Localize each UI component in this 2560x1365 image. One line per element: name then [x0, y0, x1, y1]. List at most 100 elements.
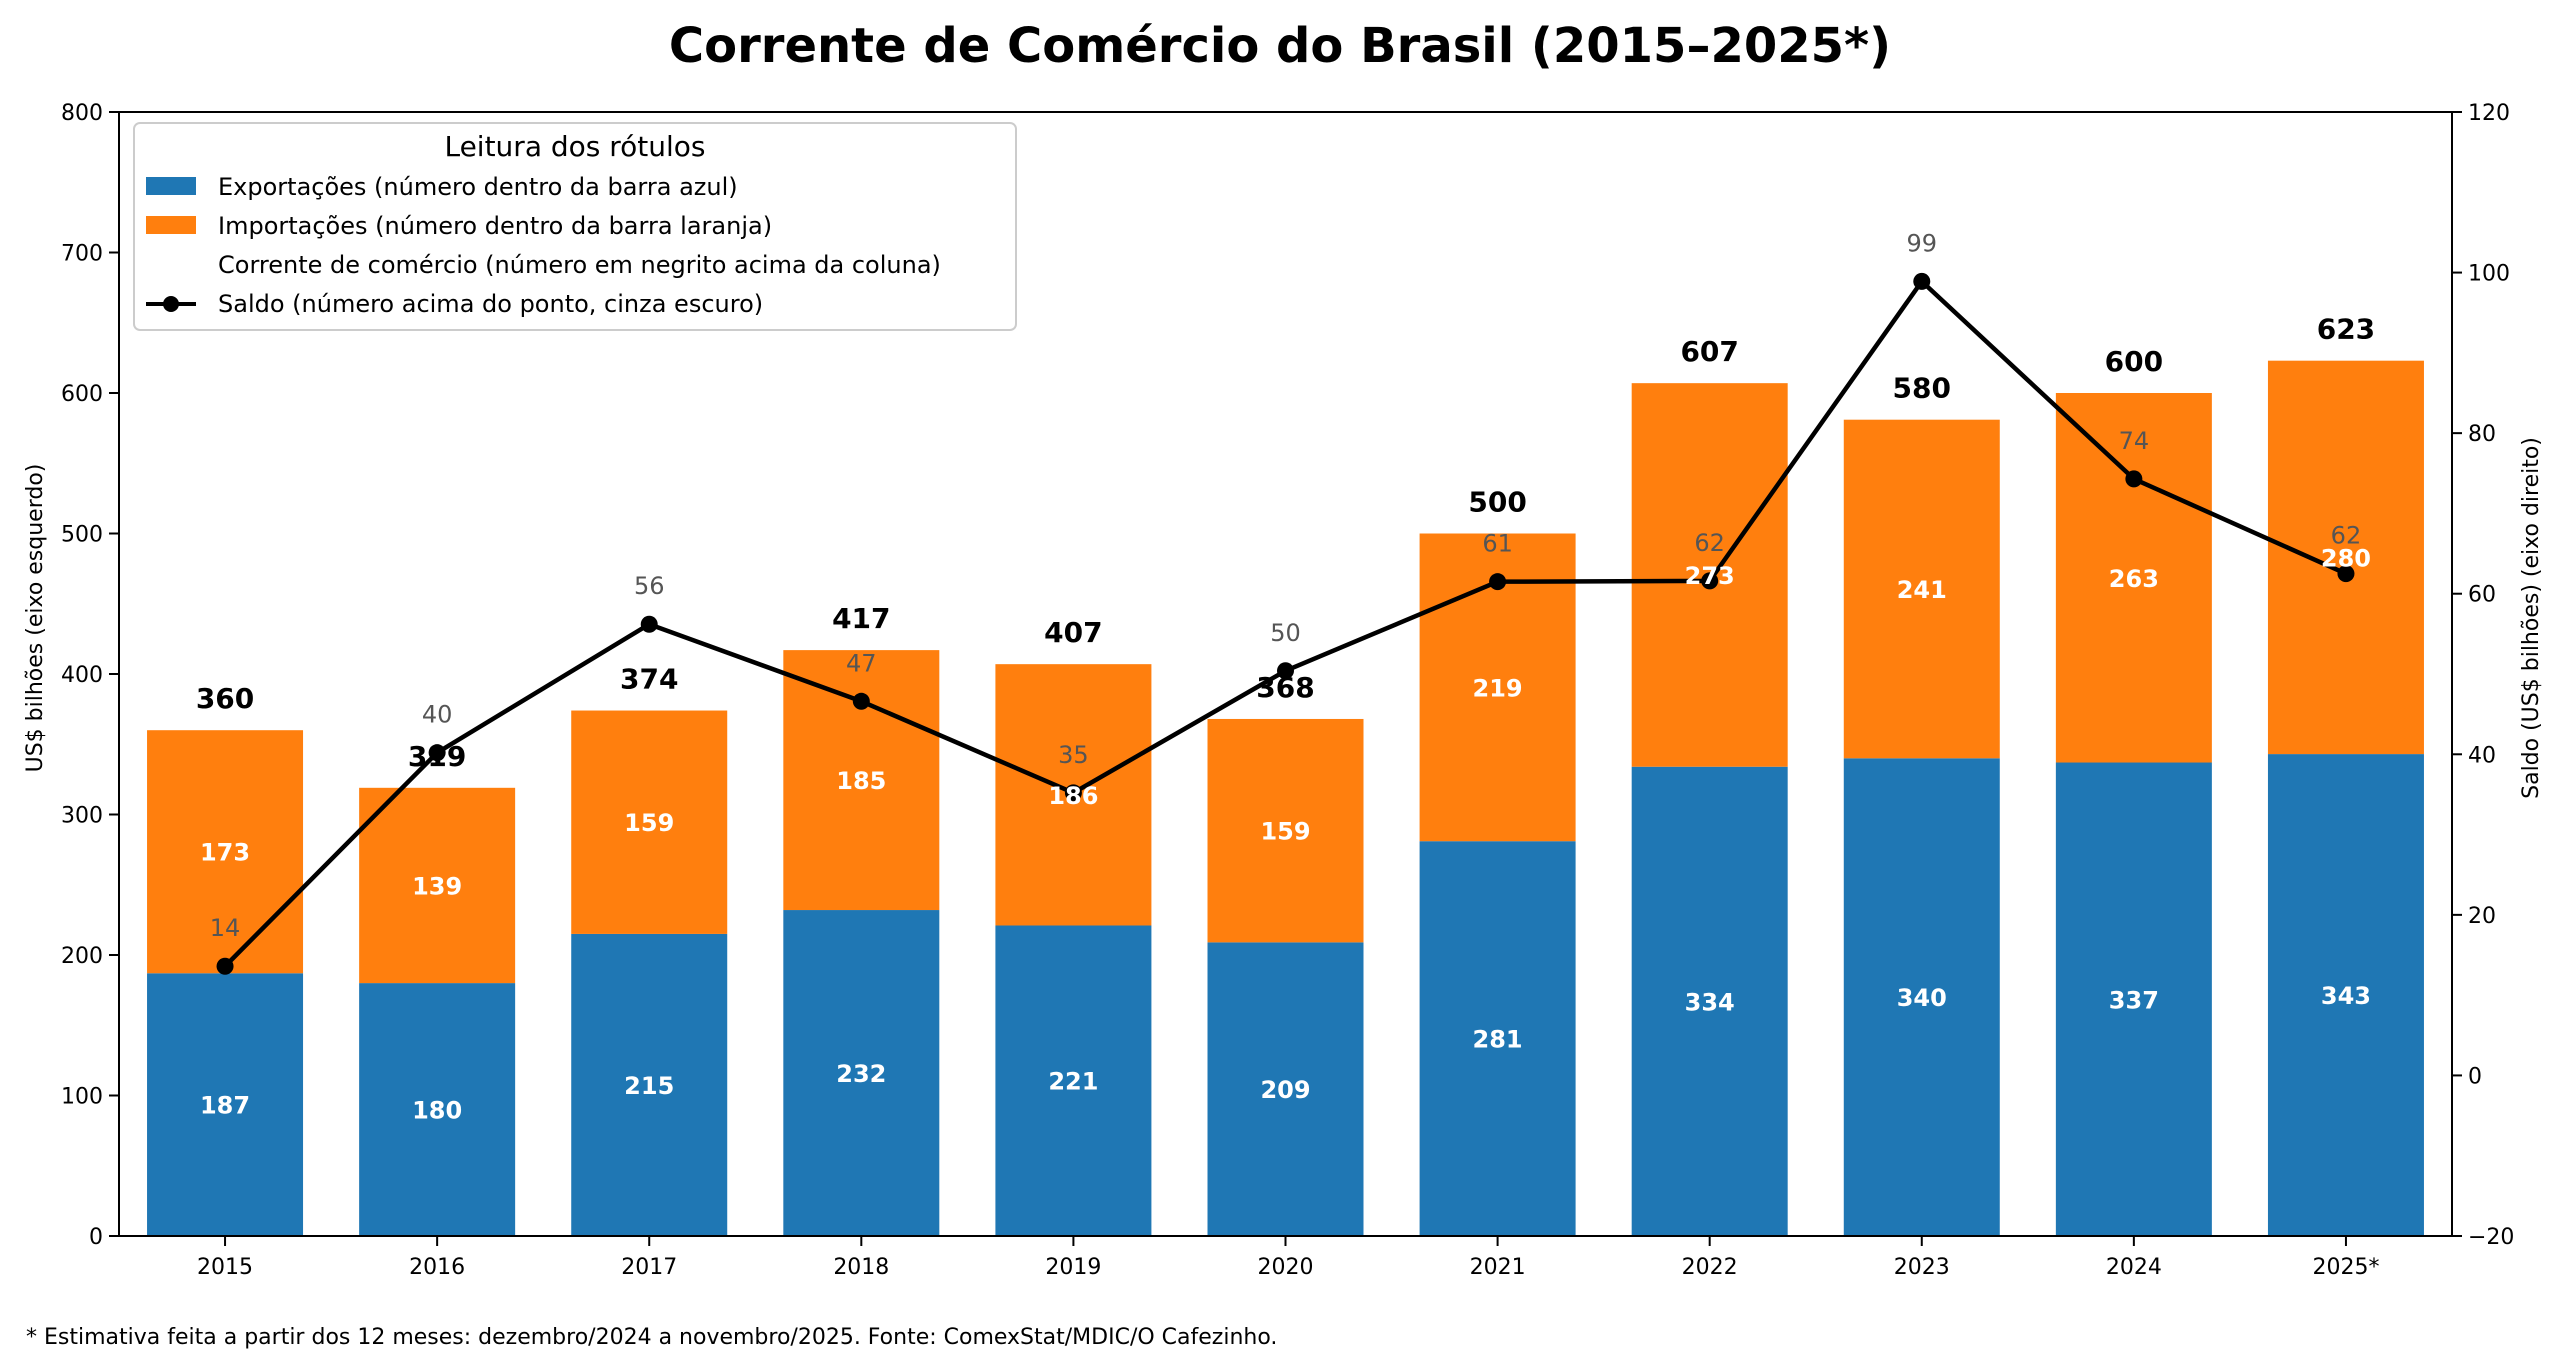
x-tick-label-2020: 2020 [1258, 1255, 1314, 1280]
y2-tick-label: −20 [2468, 1225, 2514, 1250]
label-imports-2024: 263 [2109, 565, 2159, 593]
x-tick-label-2017: 2017 [621, 1255, 677, 1280]
saldo-point-2020 [1277, 662, 1294, 680]
label-saldo-2019: 35 [1058, 741, 1089, 769]
legend-box [133, 122, 1017, 331]
label-imports-2017: 159 [624, 809, 674, 837]
bar-imports-2025* [2267, 360, 2424, 755]
label-imports-2021: 219 [1473, 674, 1523, 702]
y-tick-label: 300 [61, 804, 103, 829]
x-tick-label-2016: 2016 [409, 1255, 465, 1280]
x-tick-label-2022: 2022 [1682, 1255, 1738, 1280]
label-saldo-2018: 47 [846, 649, 877, 677]
label-imports-2020: 159 [1260, 818, 1310, 846]
label-total-2017: 374 [620, 663, 678, 696]
label-saldo-2020: 50 [1270, 619, 1301, 647]
label-saldo-2017: 56 [634, 572, 665, 600]
label-total-2022: 607 [1680, 335, 1738, 368]
x-tick-label-2021: 2021 [1470, 1255, 1526, 1280]
label-exports-2022: 334 [1685, 988, 1735, 1016]
footnote: * Estimativa feita a partir dos 12 meses… [26, 1325, 1277, 1350]
label-exports-2017: 215 [624, 1072, 674, 1100]
y-tick-label: 200 [61, 944, 103, 969]
bar-imports-2016 [359, 787, 516, 984]
label-imports-2018: 185 [836, 767, 886, 795]
label-saldo-2021: 61 [1482, 530, 1513, 558]
bar-exports-2015 [147, 973, 304, 1236]
axes-layer: 0 100 200 300 400 500 600 700 800 −20 0 20 40 60 80 100… [61, 101, 2514, 1280]
legend-label-exports: Exportações (número dentro da barra azul… [218, 173, 738, 201]
y2-tick-label: 100 [2468, 262, 2510, 287]
saldo-point-2024 [2125, 470, 2143, 488]
y-tick-label: 400 [61, 663, 103, 688]
label-saldo-2025*: 62 [2331, 522, 2362, 550]
label-exports-2021: 281 [1473, 1026, 1523, 1054]
label-exports-2025*: 343 [2321, 982, 2371, 1010]
bars-layer [147, 360, 2424, 1236]
y2-axis-label: Saldo (US$ bilhões) (eixo direito) [2519, 437, 2544, 799]
label-exports-2020: 209 [1260, 1076, 1310, 1104]
y-tick-label: 800 [61, 101, 103, 126]
bar-imports-2024 [2055, 393, 2212, 763]
saldo-point-2025* [2337, 565, 2355, 583]
y2-tick-label: 20 [2468, 904, 2496, 929]
y-tick-label: 600 [61, 382, 103, 407]
label-total-2024: 600 [2105, 345, 2163, 378]
label-saldo-2022: 62 [1694, 529, 1725, 557]
label-exports-2024: 337 [2109, 986, 2159, 1014]
y-tick-label: 100 [61, 1085, 103, 1110]
y2-tick-label: 60 [2468, 583, 2496, 608]
label-imports-2022: 273 [1685, 562, 1735, 590]
x-tick-label-2025*: 2025* [2312, 1255, 2379, 1280]
y-axis-label: US$ bilhões (eixo esquerdo) [23, 464, 48, 773]
y2-tick-label: 120 [2468, 101, 2510, 126]
x-tick-label-2019: 2019 [1045, 1255, 1101, 1280]
saldo-point-2016 [428, 744, 446, 762]
bar-imports-2017 [571, 710, 728, 934]
bar-exports-2019 [995, 925, 1152, 1236]
label-exports-2023: 340 [1897, 984, 1947, 1012]
y2-tick-label: 0 [2468, 1064, 2482, 1089]
label-saldo-2016: 40 [422, 701, 453, 729]
legend-swatch-saldo-marker [163, 296, 179, 312]
label-imports-2019: 186 [1048, 782, 1098, 810]
bar-imports-2015 [147, 730, 304, 974]
legend-label-saldo: Saldo (número acima do ponto, cinza escu… [218, 290, 763, 318]
legend-swatch-imports [146, 216, 196, 234]
label-imports-2016: 139 [412, 872, 462, 900]
bar-exports-2022 [1631, 766, 1788, 1236]
saldo-point-2015 [216, 957, 234, 975]
saldo-point-2022 [1701, 572, 1719, 590]
bar-imports-2020 [1207, 718, 1364, 943]
x-tick-label-2023: 2023 [1894, 1255, 1950, 1280]
y-tick-label: 0 [89, 1225, 103, 1250]
saldo-point-2023 [1913, 272, 1931, 290]
bar-exports-2024 [2055, 762, 2212, 1236]
bar-exports-2020 [1207, 942, 1364, 1236]
label-saldo-2023: 99 [1906, 229, 1937, 257]
bar-exports-2018 [783, 910, 940, 1236]
legend: Leitura dos rótulos Exportações (número … [133, 122, 1017, 331]
label-exports-2016: 180 [412, 1097, 462, 1125]
label-saldo-2015: 14 [210, 914, 241, 942]
legend-title: Leitura dos rótulos [444, 130, 705, 163]
label-imports-2015: 173 [200, 839, 250, 867]
label-total-2025*: 623 [2317, 313, 2375, 346]
bar-exports-2016 [359, 983, 516, 1236]
label-total-2023: 580 [1893, 372, 1951, 405]
y-tick-label: 500 [61, 523, 103, 548]
saldo-point-2018 [852, 692, 870, 710]
label-exports-2019: 221 [1048, 1068, 1098, 1096]
x-tick-label-2024: 2024 [2106, 1255, 2162, 1280]
label-total-2018: 417 [832, 602, 890, 635]
x-tick-label-2018: 2018 [833, 1255, 889, 1280]
label-imports-2023: 241 [1897, 576, 1947, 604]
legend-label-totals: Corrente de comércio (número em negrito … [218, 251, 941, 279]
bar-exports-2021 [1419, 841, 1576, 1236]
x-tick-label-2015: 2015 [197, 1255, 253, 1280]
saldo-point-2019 [1064, 784, 1082, 802]
label-imports-2025*: 280 [2321, 544, 2371, 572]
legend-label-imports: Importações (número dentro da barra lara… [218, 212, 772, 240]
bar-exports-2023 [1843, 758, 2000, 1236]
